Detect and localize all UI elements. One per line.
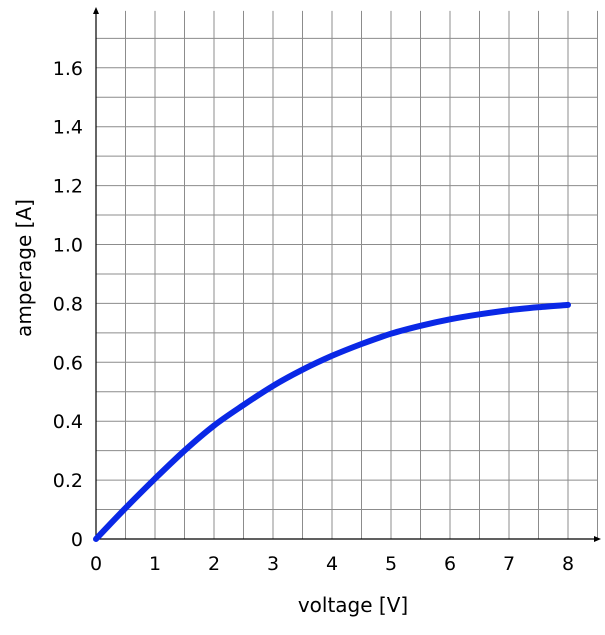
y-tick-label: 1.6 bbox=[53, 58, 83, 80]
y-tick-label: 0.4 bbox=[53, 411, 83, 433]
x-tick-label: 8 bbox=[562, 553, 574, 575]
x-tick-label: 6 bbox=[444, 553, 456, 575]
y-axis-title: amperage [A] bbox=[12, 199, 36, 337]
x-tick-label: 3 bbox=[267, 553, 279, 575]
x-tick-label: 1 bbox=[149, 553, 161, 575]
y-tick-label: 1.4 bbox=[53, 117, 83, 139]
y-tick-label: 0 bbox=[71, 529, 83, 551]
series-group bbox=[93, 301, 571, 542]
x-tick-label: 2 bbox=[208, 553, 220, 575]
x-axis-title: voltage [V] bbox=[298, 593, 408, 617]
y-tick-label: 1.2 bbox=[53, 176, 83, 198]
axes bbox=[93, 7, 601, 542]
grid bbox=[96, 10, 598, 539]
series-line bbox=[93, 301, 571, 542]
y-tick-label: 0.2 bbox=[53, 470, 83, 492]
x-tick-label: 7 bbox=[503, 553, 515, 575]
y-axis-arrow bbox=[93, 7, 99, 14]
x-tick-label: 0 bbox=[90, 553, 102, 575]
x-tick-labels: 0 1 2 3 4 5 6 7 8 bbox=[90, 553, 574, 575]
y-tick-label: 0.8 bbox=[53, 293, 83, 315]
x-axis-arrow bbox=[594, 536, 601, 542]
y-tick-label: 1.0 bbox=[53, 235, 83, 257]
y-tick-label: 0.6 bbox=[53, 352, 83, 374]
x-tick-label: 4 bbox=[326, 553, 338, 575]
x-tick-label: 5 bbox=[385, 553, 397, 575]
y-tick-labels: 0 0.2 0.4 0.6 0.8 1.0 1.2 1.4 1.6 bbox=[53, 58, 83, 551]
